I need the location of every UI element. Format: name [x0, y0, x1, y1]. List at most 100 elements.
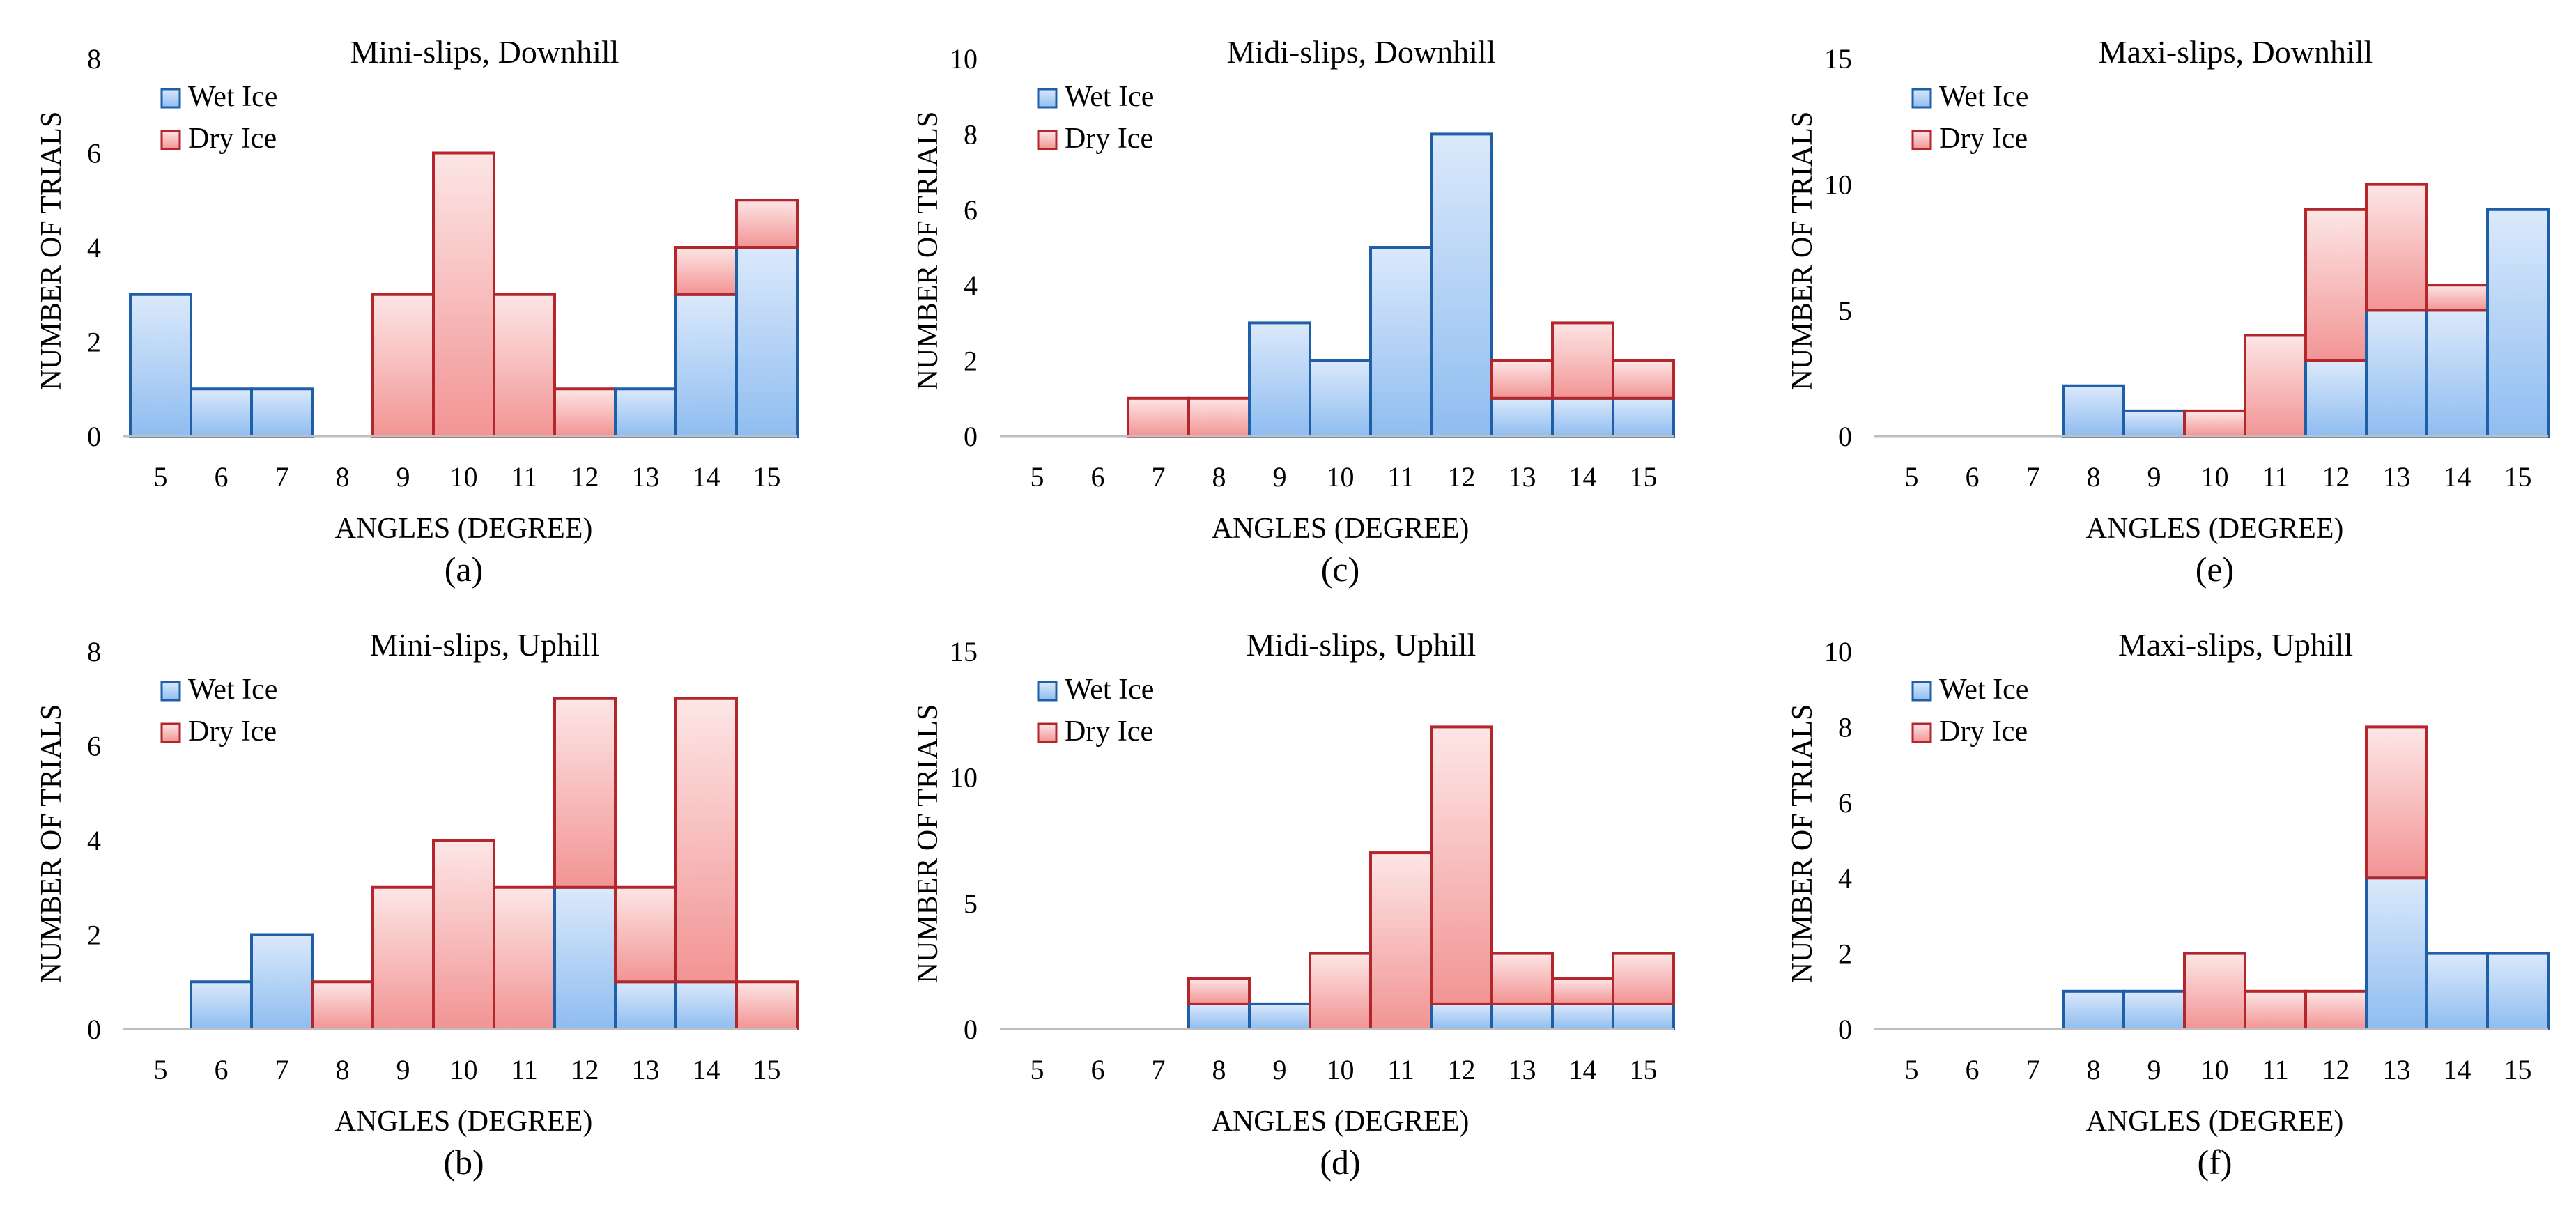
y-tick-label: 5	[964, 888, 978, 919]
bar-dry-ice	[735, 980, 799, 1030]
chart-panel-b: Mini-slips, Uphill 0 2 4 6 8 NUMBER OF TRIALS 5…	[36, 627, 799, 1182]
chart-title: Midi-slips, Uphill	[1247, 627, 1476, 663]
x-tick-label: 5	[1905, 1054, 1919, 1085]
chart-panel-e: Maxi-slips, Downhill 0 5 10 15 NUMBER OF TRIA…	[1787, 34, 2550, 589]
x-tick-label: 14	[693, 1054, 720, 1085]
bar-wet-ice	[2425, 952, 2489, 1030]
bar-wet-ice	[735, 246, 799, 438]
bar-dry-ice	[2304, 989, 2368, 1031]
x-tick-label: 11	[511, 461, 538, 493]
y-tick-label: 0	[964, 1014, 978, 1045]
bar-wet-ice	[2365, 876, 2428, 1030]
legend-label-dry-ice: Dry Ice	[1065, 715, 1153, 748]
x-tick-label: 10	[450, 461, 478, 493]
x-tick-label: 13	[1509, 1054, 1536, 1085]
x-tick-label: 11	[511, 1054, 538, 1085]
y-axis-label: NUMBER OF TRIALS	[36, 111, 68, 391]
legend-swatch-dry-ice	[1037, 722, 1058, 743]
x-tick-label: 14	[1569, 461, 1597, 493]
legend-swatch-dry-ice	[160, 130, 181, 150]
panel-caption: (a)	[445, 550, 484, 589]
x-tick-label: 13	[1509, 461, 1536, 493]
panel-caption: (b)	[443, 1143, 484, 1182]
bar-dry-ice	[371, 885, 435, 1030]
x-tick-label: 11	[2262, 461, 2289, 493]
y-tick-label: 15	[950, 636, 978, 667]
x-tick-label: 7	[2026, 1054, 2040, 1085]
x-tick-label: 9	[396, 1054, 410, 1085]
x-tick-label: 6	[1966, 461, 1980, 493]
legend-swatch-dry-ice	[1037, 130, 1058, 150]
bar-wet-ice	[250, 387, 314, 438]
panel-caption: (c)	[1321, 550, 1360, 589]
y-axis-label: NUMBER OF TRIALS	[1787, 704, 1819, 984]
chart-panel-c: Midi-slips, Downhill 0 2 4 6 8 10 NUMBER OF TRI…	[912, 34, 1675, 589]
x-tick-label: 8	[336, 461, 350, 493]
bar-wet-ice	[2122, 409, 2186, 438]
x-axis-label: ANGLES (DEGREE)	[2086, 1106, 2344, 1138]
x-tick-label: 5	[154, 1054, 168, 1085]
x-tick-label: 8	[2087, 461, 2101, 493]
x-tick-label: 5	[1031, 1054, 1044, 1085]
bar-wet-ice	[1612, 1002, 1675, 1031]
y-axis-label: NUMBER OF TRIALS	[36, 704, 68, 984]
x-tick-label: 13	[632, 461, 660, 493]
y-tick-label: 8	[87, 636, 101, 667]
bar-wet-ice	[250, 933, 314, 1030]
bar-wet-ice	[1309, 359, 1372, 438]
x-tick-label: 15	[1630, 461, 1658, 493]
legend-label-dry-ice: Dry Ice	[1065, 123, 1153, 155]
bar-wet-ice	[1490, 1002, 1554, 1031]
bar-wet-ice	[1612, 396, 1675, 438]
bar-dry-ice	[2244, 989, 2307, 1031]
bar-dry-ice	[371, 293, 435, 438]
bar-dry-ice	[674, 246, 738, 296]
x-tick-label: 11	[1387, 461, 1414, 493]
bar-dry-ice	[432, 839, 495, 1030]
legend-label-wet-ice: Wet Ice	[1939, 81, 2028, 113]
bar-wet-ice	[1551, 1002, 1614, 1031]
x-tick-label: 9	[1273, 461, 1287, 493]
bar-wet-ice	[2486, 208, 2550, 438]
x-tick-label: 7	[275, 461, 289, 493]
y-tick-label: 6	[87, 138, 101, 169]
bar-wet-ice	[2304, 359, 2368, 438]
bar-dry-ice	[1309, 952, 1372, 1030]
x-axis-label: ANGLES (DEGREE)	[335, 513, 593, 545]
panel-caption: (d)	[1320, 1143, 1360, 1182]
legend-label-dry-ice: Dry Ice	[1939, 715, 2028, 748]
chart-panel-f: Maxi-slips, Uphill 0 2 4 6 8 10 NUMBER OF TRIAL…	[1787, 627, 2550, 1182]
x-tick-label: 5	[154, 461, 168, 493]
x-tick-label: 15	[1630, 1054, 1658, 1085]
legend-swatch-wet-ice	[1911, 88, 1932, 109]
legend-swatch-wet-ice	[1911, 681, 1932, 702]
y-tick-label: 10	[1824, 636, 1852, 667]
x-tick-label: 10	[1327, 461, 1355, 493]
x-tick-label: 13	[2383, 461, 2411, 493]
y-tick-label: 4	[964, 270, 978, 301]
bar-dry-ice	[493, 293, 556, 438]
x-tick-label: 6	[1966, 1054, 1980, 1085]
y-axis-label: NUMBER OF TRIALS	[912, 111, 944, 391]
legend-swatch-wet-ice	[1037, 681, 1058, 702]
y-tick-label: 4	[87, 825, 101, 856]
chart-panels: Mini-slips, Downhill 0 2 4 6 8 NUMBER OF TRIAL…	[36, 34, 2550, 1182]
x-tick-label: 9	[2147, 1054, 2161, 1085]
x-tick-label: 11	[1387, 1054, 1414, 1085]
x-tick-label: 13	[632, 1054, 660, 1085]
bar-wet-ice	[674, 293, 738, 438]
bar-wet-ice	[2486, 952, 2550, 1030]
y-tick-label: 0	[1838, 421, 1852, 452]
bar-dry-ice	[1612, 952, 1675, 1005]
bar-dry-ice	[735, 199, 799, 249]
legend-swatch-dry-ice	[160, 722, 181, 743]
bar-dry-ice	[614, 885, 677, 984]
x-tick-label: 6	[215, 1054, 229, 1085]
chart-panel-a: Mini-slips, Downhill 0 2 4 6 8 NUMBER OF TRIAL…	[36, 34, 799, 589]
y-tick-label: 8	[964, 118, 978, 150]
y-tick-label: 8	[1838, 711, 1852, 743]
y-tick-label: 10	[1824, 169, 1852, 201]
bar-dry-ice	[1490, 359, 1554, 400]
x-tick-label: 6	[1091, 1054, 1105, 1085]
bar-dry-ice	[1551, 977, 1614, 1005]
